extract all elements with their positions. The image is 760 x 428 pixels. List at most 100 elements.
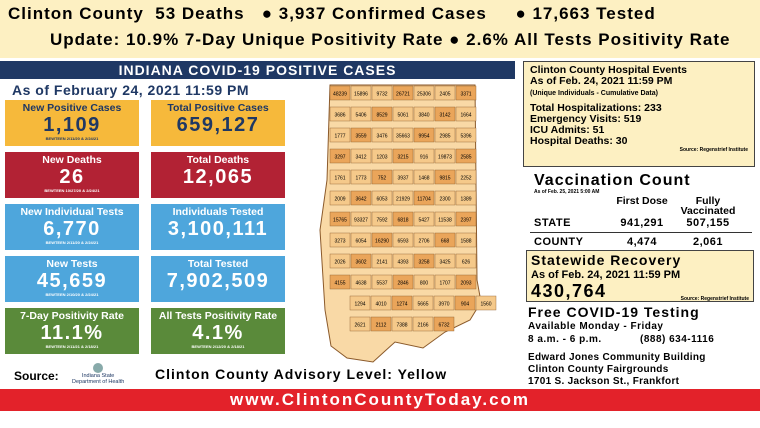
tile-value: 7,902,509 bbox=[166, 270, 270, 292]
county-count: 3371 bbox=[460, 92, 471, 98]
county bbox=[413, 211, 435, 227]
vacc-cell: 4,474 bbox=[626, 236, 658, 248]
stat-tile: Individuals Tested 3,100,111 bbox=[151, 204, 285, 250]
county-count: 2585 bbox=[460, 155, 471, 161]
map: 48239 15896 9732 26721 25306 2405 3371 3686 5406… bbox=[319, 84, 497, 363]
tile-label: Total Deaths bbox=[186, 154, 250, 166]
tile-label: New Tests bbox=[46, 258, 98, 270]
col-head: Fully Vaccinated bbox=[680, 195, 736, 217]
county-count: 3559 bbox=[355, 134, 366, 140]
county bbox=[370, 295, 392, 311]
county-count: 3642 bbox=[355, 197, 366, 203]
county-count: 19873 bbox=[438, 155, 452, 161]
county-count: 1761 bbox=[334, 176, 345, 182]
county bbox=[371, 169, 393, 185]
tile-value: 4.1% bbox=[192, 322, 244, 344]
tile-value: 45,659 bbox=[36, 270, 108, 292]
county bbox=[455, 127, 477, 143]
county bbox=[434, 274, 456, 290]
header-line1: Clinton County 53 Deaths ● 3,937 Confirm… bbox=[8, 4, 656, 24]
county bbox=[455, 232, 477, 248]
tile-label: Individuals Tested bbox=[172, 206, 264, 218]
county-count: 16290 bbox=[375, 239, 389, 245]
county bbox=[433, 295, 455, 311]
county-count: 21929 bbox=[396, 197, 410, 203]
county-count: 1664 bbox=[460, 113, 471, 119]
rule bbox=[530, 232, 752, 233]
header-line2: Update: 10.9% 7-Day Unique Positivity Ra… bbox=[50, 30, 731, 49]
county bbox=[329, 148, 351, 164]
title-line: As of Feb. 24, 2021 11:59 PM bbox=[530, 75, 673, 87]
county-count: 1588 bbox=[460, 239, 471, 245]
county-count: 11538 bbox=[438, 218, 452, 224]
county bbox=[455, 253, 477, 269]
county bbox=[371, 211, 393, 227]
county bbox=[329, 274, 351, 290]
tile-label: New Deaths bbox=[42, 154, 102, 166]
county: Clinton County bbox=[8, 4, 144, 23]
county bbox=[412, 316, 434, 332]
county-count: 93327 bbox=[354, 218, 368, 224]
county bbox=[413, 253, 435, 269]
county-count: 3476 bbox=[376, 134, 387, 140]
county bbox=[392, 85, 414, 101]
vacc-cell: 941,291 bbox=[620, 217, 664, 229]
tested: ● 17,663 Tested bbox=[515, 4, 656, 23]
tile-value: 26 bbox=[59, 166, 85, 188]
tile-label: New Positive Cases bbox=[22, 102, 122, 114]
county-count: 3840 bbox=[418, 113, 429, 119]
tile-note: BEWTEEN 2/11/20 & 2/24/21 bbox=[45, 240, 99, 245]
recovery-as-of: As of Feb. 24, 2021 11:59 PM bbox=[531, 269, 681, 281]
county bbox=[455, 85, 477, 101]
county-count: 5406 bbox=[355, 113, 366, 119]
county-count: 2405 bbox=[439, 92, 450, 98]
county-count: 3273 bbox=[334, 239, 345, 245]
stat-tile: Total Tested 7,902,509 bbox=[151, 256, 285, 302]
county-count: 3297 bbox=[334, 155, 345, 161]
county bbox=[350, 148, 372, 164]
recovery-row: 430,764 Source: Regenstrief Institute bbox=[531, 281, 749, 302]
county-count: 1294 bbox=[354, 302, 365, 308]
hospital-source: Source: Regenstrief Institute bbox=[679, 147, 748, 153]
county bbox=[350, 211, 372, 227]
county bbox=[350, 274, 372, 290]
county bbox=[392, 148, 414, 164]
cases: ● 3,937 Confirmed Cases bbox=[261, 4, 487, 23]
county-count: 4155 bbox=[334, 281, 345, 287]
testing-line: 8 a.m. - 6 p.m. bbox=[528, 334, 602, 345]
county bbox=[434, 232, 456, 248]
county bbox=[350, 85, 372, 101]
county bbox=[434, 127, 456, 143]
county bbox=[392, 190, 414, 206]
tile-label: Total Tested bbox=[187, 258, 249, 270]
county bbox=[350, 106, 372, 122]
county bbox=[455, 274, 477, 290]
logo-text: Department of Health bbox=[72, 379, 125, 385]
county-count: 3412 bbox=[355, 155, 366, 161]
hospital-title: Clinton County Hospital Events As of Feb.… bbox=[530, 65, 748, 87]
county-count: 6054 bbox=[355, 239, 366, 245]
county bbox=[454, 295, 476, 311]
county-count: 6732 bbox=[438, 323, 449, 329]
location-line: Edward Jones Community Building bbox=[528, 352, 706, 363]
county-count: 2621 bbox=[354, 323, 365, 329]
vacc-title: Vaccination Count bbox=[534, 172, 691, 189]
county-count: 15896 bbox=[354, 92, 368, 98]
county bbox=[413, 169, 435, 185]
county-count: 2141 bbox=[376, 260, 387, 266]
county-count: 5396 bbox=[460, 134, 471, 140]
tile-value: 3,100,111 bbox=[167, 218, 269, 240]
banner: INDIANA COVID-19 POSITIVE CASES bbox=[0, 61, 515, 79]
stat-tile: New Positive Cases 1,109 BEWTEEN 2/11/20 &… bbox=[5, 100, 139, 146]
county-count: 2300 bbox=[439, 197, 450, 203]
county bbox=[371, 232, 393, 248]
county bbox=[434, 106, 456, 122]
county-count: 4010 bbox=[375, 302, 386, 308]
recovery-title: Statewide Recovery bbox=[531, 252, 682, 268]
county bbox=[329, 253, 351, 269]
county bbox=[392, 127, 414, 143]
as-of: As of February 24, 2021 11:59 PM bbox=[12, 82, 249, 98]
county bbox=[413, 274, 435, 290]
county bbox=[329, 232, 351, 248]
county bbox=[329, 106, 351, 122]
